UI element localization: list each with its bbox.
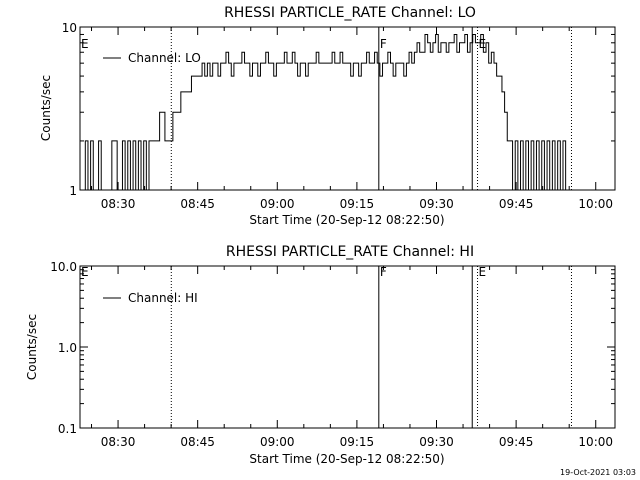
panel-hi-marker-label: F bbox=[380, 265, 387, 279]
panel-lo-x-tick-label: 09:30 bbox=[419, 197, 454, 211]
panel-hi: RHESSI PARTICLE_RATE Channel: HI 08:30 0… bbox=[25, 244, 616, 466]
panel-hi-marker-label: E bbox=[81, 265, 89, 279]
panel-hi-x-axis-label: Start Time (20-Sep-12 08:22:50) bbox=[249, 452, 444, 466]
panel-lo-y-tick-label: 1 bbox=[69, 184, 77, 198]
panel-lo-title: RHESSI PARTICLE_RATE Channel: LO bbox=[224, 5, 476, 21]
panel-lo-y-axis-label: Counts/sec bbox=[39, 75, 53, 141]
panel-lo-marker-label: F bbox=[380, 37, 387, 51]
panel-hi-y-tick-label: 0.1 bbox=[58, 422, 77, 436]
panel-hi-x-tick-label: 09:00 bbox=[260, 435, 295, 449]
panel-hi-y-axis-label: Counts/sec bbox=[25, 314, 39, 380]
panel-lo-x-tick-label: 09:15 bbox=[340, 197, 375, 211]
panel-lo-x-tick-label: 10:00 bbox=[578, 197, 613, 211]
panel-lo-marker-label: E bbox=[81, 37, 89, 51]
panel-hi-x-tick-label: 10:00 bbox=[578, 435, 613, 449]
panel-hi-event-markers bbox=[170, 266, 572, 428]
panel-hi-y-ticks bbox=[80, 265, 615, 429]
panel-hi-x-tick-label: 09:30 bbox=[419, 435, 454, 449]
panel-lo: RHESSI PARTICLE_RATE Channel: LO 08:30 0… bbox=[39, 5, 616, 227]
panel-lo-x-tick-label: 08:30 bbox=[101, 197, 136, 211]
panel-hi-x-tick-label: 09:45 bbox=[499, 435, 534, 449]
panel-hi-marker-label: E bbox=[479, 265, 487, 279]
panel-lo-marker-label: E bbox=[479, 37, 487, 51]
panel-hi-y-tick-label: 1.0 bbox=[58, 341, 77, 355]
panel-hi-x-ticks bbox=[91, 266, 597, 428]
generation-timestamp: 19-Oct-2021 03:03 bbox=[560, 468, 636, 477]
panel-lo-legend-label: Channel: LO bbox=[128, 51, 201, 65]
panel-hi-y-tick-label: 10.0 bbox=[50, 260, 77, 274]
panel-lo-y-ticks bbox=[80, 26, 615, 191]
panel-lo-x-tick-label: 09:45 bbox=[499, 197, 534, 211]
panel-lo-y-tick-label: 10 bbox=[62, 21, 77, 35]
panel-hi-legend-label: Channel: HI bbox=[128, 291, 198, 305]
panel-lo-series bbox=[80, 33, 573, 191]
panel-lo-event-markers bbox=[170, 27, 572, 190]
panel-hi-x-tick-label: 09:15 bbox=[340, 435, 375, 449]
panel-lo-x-tick-label: 09:00 bbox=[260, 197, 295, 211]
panel-hi-x-tick-label: 08:45 bbox=[180, 435, 215, 449]
panel-lo-x-tick-label: 08:45 bbox=[180, 197, 215, 211]
panel-lo-x-axis-label: Start Time (20-Sep-12 08:22:50) bbox=[249, 213, 444, 227]
panel-hi-title: RHESSI PARTICLE_RATE Channel: HI bbox=[226, 244, 474, 260]
panel-hi-x-tick-label: 08:30 bbox=[101, 435, 136, 449]
panel-lo-series-line bbox=[80, 33, 573, 191]
panel-lo-plot-frame bbox=[79, 26, 616, 191]
